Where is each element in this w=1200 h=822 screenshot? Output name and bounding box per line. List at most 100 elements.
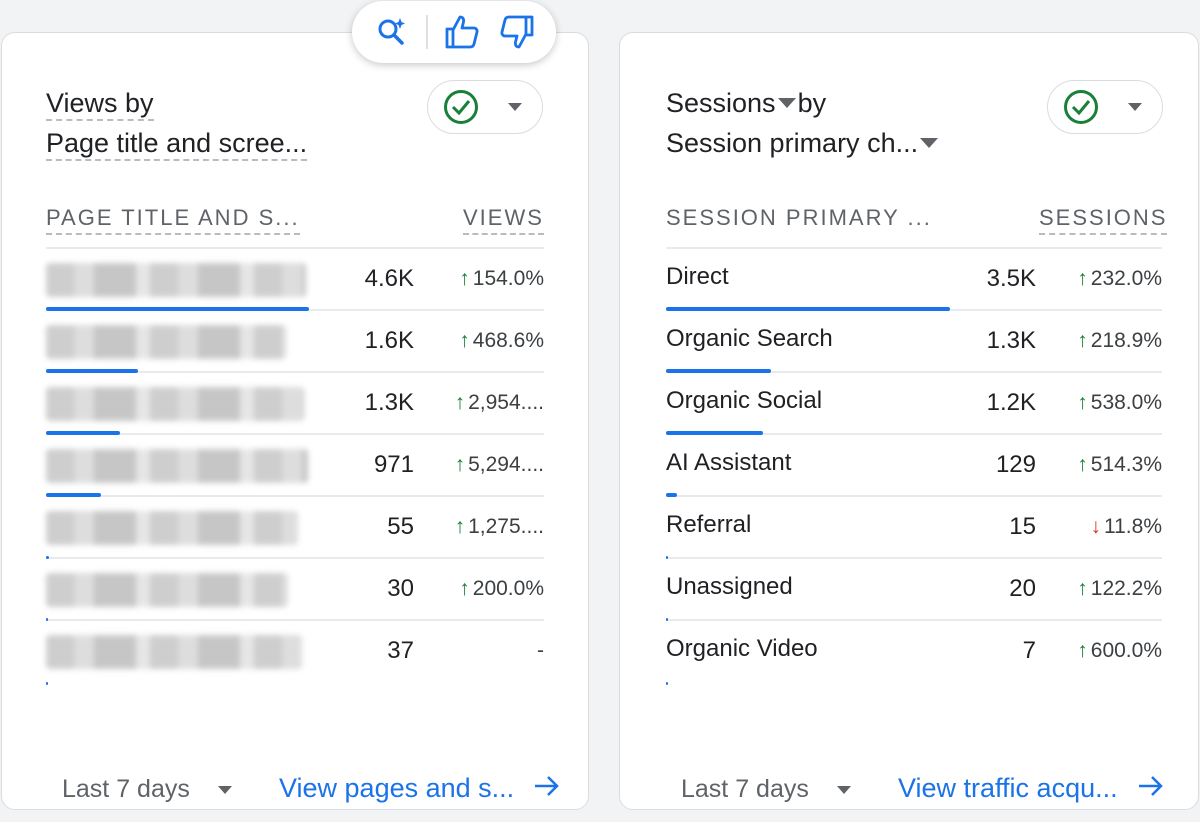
arrow-up-icon: ↑ xyxy=(1077,267,1088,290)
sessions-by-channel-card: Sessions by Session primary ch... SESSION… xyxy=(619,32,1199,810)
row-change: ↓ 11.8% xyxy=(1042,515,1163,539)
redacted-page-title xyxy=(46,449,308,483)
date-range-selector[interactable]: Last 7 days xyxy=(62,775,232,804)
toolbar-separator xyxy=(425,15,428,49)
row-change-value: 2,954.... xyxy=(468,391,544,414)
share-bar xyxy=(666,431,763,435)
table-row[interactable]: Organic Search 1.3K ↑ 218.9% xyxy=(666,311,1162,373)
thumbs-down-icon[interactable] xyxy=(496,11,538,53)
share-bar xyxy=(46,369,138,373)
row-label: Organic Video xyxy=(666,635,818,662)
table-row[interactable]: Organic Social 1.2K ↑ 538.0% xyxy=(666,373,1162,435)
row-label: AI Assistant xyxy=(666,449,792,476)
row-value: 37 xyxy=(387,637,414,664)
status-dropdown[interactable] xyxy=(427,80,543,134)
column-header-metric[interactable]: SESSIONS xyxy=(1039,203,1168,235)
sparkle-search-icon[interactable] xyxy=(371,11,413,53)
row-value: 1.3K xyxy=(986,327,1036,354)
row-label: Direct xyxy=(666,263,729,290)
table-row[interactable]: 37 - xyxy=(46,621,544,685)
share-bar xyxy=(666,493,677,497)
header-divider xyxy=(46,247,544,249)
row-value: 7 xyxy=(1022,637,1036,664)
caret-down-icon xyxy=(508,103,522,111)
row-value: 20 xyxy=(1009,575,1036,602)
arrow-up-icon: ↑ xyxy=(454,391,466,414)
row-change: ↑ 2,954.... xyxy=(424,391,544,415)
arrow-up-icon: ↑ xyxy=(459,329,470,352)
row-change-value: 468.6% xyxy=(472,329,544,352)
table-row[interactable]: Unassigned 20 ↑ 122.2% xyxy=(666,559,1162,621)
row-label: Organic Social xyxy=(666,387,823,414)
right-table-body: Direct 3.5K ↑ 232.0% Organic Search 1.3K ↑ 218.… xyxy=(666,249,1162,685)
arrow-up-icon: ↑ xyxy=(1077,577,1088,600)
row-value: 971 xyxy=(373,451,414,478)
metric-selector[interactable]: Sessions xyxy=(666,88,798,118)
table-row[interactable]: 1.6K ↑ 468.6% xyxy=(46,311,544,373)
row-change: ↑ 1,275.... xyxy=(424,515,544,539)
views-by-page-title-card: Views by Page title and scree... PAGE TI… xyxy=(1,32,589,810)
row-change-value: 600.0% xyxy=(1090,639,1162,662)
arrow-up-icon: ↑ xyxy=(1077,391,1088,414)
share-bar xyxy=(46,556,49,559)
table-row[interactable]: 971 ↑ 5,294.... xyxy=(46,435,544,497)
view-pages-link-label: View pages and s... xyxy=(279,773,515,803)
row-change: ↑ 122.2% xyxy=(1042,577,1162,601)
redacted-page-title xyxy=(46,511,298,545)
row-change: ↑ 514.3% xyxy=(1042,453,1162,477)
row-change-value: 232.0% xyxy=(1090,267,1162,290)
view-traffic-link-label: View traffic acqu... xyxy=(898,773,1118,803)
dimension-label: Session primary ch... xyxy=(666,128,919,158)
row-value: 1.3K xyxy=(364,389,414,416)
row-change: ↑ 200.0% xyxy=(424,577,544,601)
check-circle-icon xyxy=(1064,90,1098,124)
table-row[interactable]: 1.3K ↑ 2,954.... xyxy=(46,373,544,435)
column-header-dimension[interactable]: SESSION PRIMARY ... xyxy=(666,205,932,230)
row-change: ↑ 218.9% xyxy=(1042,329,1162,353)
title-by: by xyxy=(797,88,827,118)
row-change: - xyxy=(424,639,544,663)
table-row[interactable]: AI Assistant 129 ↑ 514.3% xyxy=(666,435,1162,497)
date-range-label: Last 7 days xyxy=(681,775,809,803)
share-bar xyxy=(666,618,668,621)
row-change: ↑ 5,294.... xyxy=(424,453,544,477)
table-row[interactable]: 30 ↑ 200.0% xyxy=(46,559,544,621)
column-header-metric[interactable]: VIEWS xyxy=(463,203,544,235)
share-bar xyxy=(666,307,950,311)
row-value: 1.6K xyxy=(364,327,414,354)
row-change-value: 200.0% xyxy=(472,577,544,600)
column-header-dimension[interactable]: PAGE TITLE AND S... xyxy=(46,203,300,235)
view-traffic-acquisition-link[interactable]: View traffic acqu... xyxy=(898,773,1164,804)
row-change-value: 11.8% xyxy=(1104,515,1162,538)
arrow-down-icon: ↓ xyxy=(1090,515,1102,538)
metric-selector[interactable]: Views by xyxy=(46,88,154,121)
dimension-selector[interactable]: Page title and scree... xyxy=(46,128,308,161)
dimension-selector[interactable]: Session primary ch... xyxy=(666,128,940,158)
arrow-up-icon: ↑ xyxy=(459,267,470,290)
caret-down-icon xyxy=(217,785,232,794)
row-label: Unassigned xyxy=(666,573,793,600)
row-change-value: 1,275.... xyxy=(468,515,544,538)
caret-down-icon xyxy=(836,785,851,794)
row-value: 3.5K xyxy=(986,265,1036,292)
share-bar xyxy=(46,307,309,311)
row-change: ↑ 468.6% xyxy=(424,329,544,353)
row-value: 55 xyxy=(387,513,414,540)
row-change: ↑ 232.0% xyxy=(1042,267,1162,291)
table-row[interactable]: Referral 15 ↓ 11.8% xyxy=(666,497,1162,559)
table-row[interactable]: 55 ↑ 1,275.... xyxy=(46,497,544,559)
date-range-label: Last 7 days xyxy=(62,775,190,803)
table-row[interactable]: 4.6K ↑ 154.0% xyxy=(46,249,544,311)
arrow-up-icon: ↑ xyxy=(459,577,470,600)
row-value: 15 xyxy=(1009,513,1036,540)
table-row[interactable]: Direct 3.5K ↑ 232.0% xyxy=(666,249,1162,311)
left-table-body: 4.6K ↑ 154.0% 1.6K ↑ 468.6% 1.3K ↑ 2,954.... 971 ↑… xyxy=(46,249,544,685)
arrow-up-icon: ↑ xyxy=(1077,453,1088,476)
date-range-selector[interactable]: Last 7 days xyxy=(681,775,851,804)
status-dropdown[interactable] xyxy=(1047,80,1163,134)
table-row[interactable]: Organic Video 7 ↑ 600.0% xyxy=(666,621,1162,685)
thumbs-up-icon[interactable] xyxy=(441,11,483,53)
row-change: ↑ 600.0% xyxy=(1042,639,1162,663)
redacted-page-title xyxy=(46,573,288,607)
view-pages-link[interactable]: View pages and s... xyxy=(279,773,560,804)
